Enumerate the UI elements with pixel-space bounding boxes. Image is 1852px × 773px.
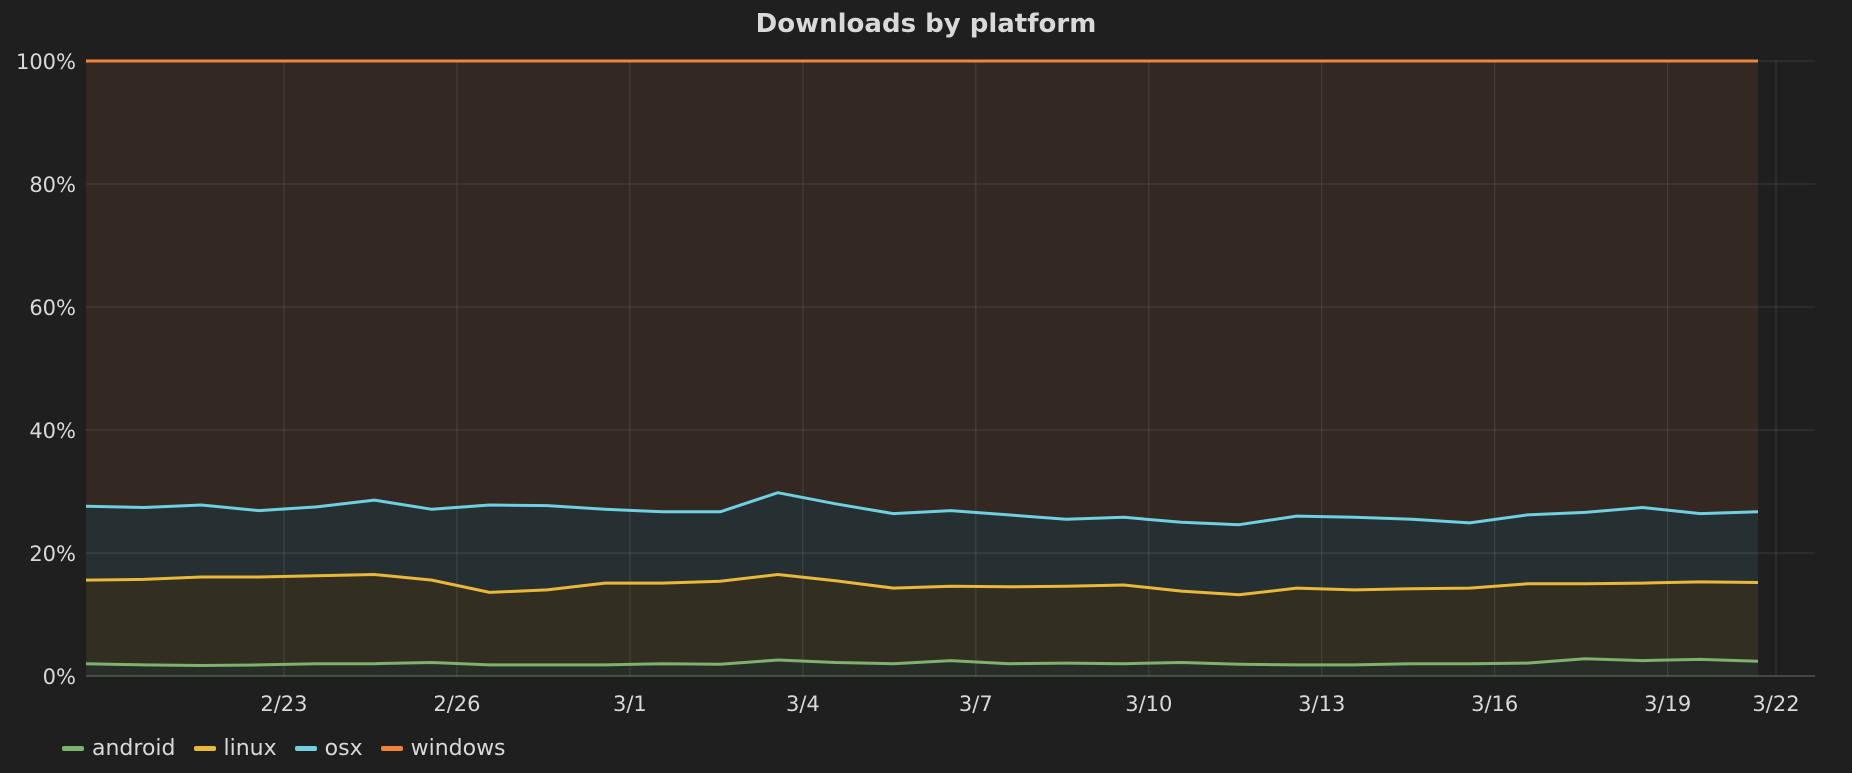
x-tick-label: 2/23 — [260, 692, 307, 716]
x-tick-label: 3/4 — [786, 692, 820, 716]
x-tick-label: 3/19 — [1644, 692, 1691, 716]
y-tick-label: 60% — [29, 296, 76, 320]
legend-item-android[interactable]: android — [62, 736, 176, 761]
legend-label: android — [92, 735, 176, 761]
area-windows — [86, 61, 1758, 525]
legend-label: windows — [410, 735, 506, 761]
legend-label: linux — [223, 735, 277, 761]
y-tick-label: 0% — [43, 665, 76, 689]
series-line-linux — [85, 573, 1759, 597]
y-tick-label: 20% — [29, 542, 76, 566]
y-tick-label: 80% — [29, 173, 76, 197]
x-tick-label: 3/1 — [613, 692, 647, 716]
legend-swatch — [193, 745, 216, 751]
x-tick-label: 2/26 — [433, 692, 480, 716]
x-tick-label: 3/13 — [1298, 692, 1345, 716]
x-tick-label: 3/22 — [1752, 692, 1799, 716]
legend-swatch — [294, 745, 317, 751]
chart-legend: android linux osx windows — [62, 733, 524, 763]
legend-item-osx[interactable]: osx — [294, 735, 363, 761]
x-tick-label: 3/7 — [959, 692, 993, 716]
series-line-android — [85, 657, 1759, 667]
series-line-osx — [85, 491, 1759, 527]
legend-item-windows[interactable]: windows — [380, 735, 506, 761]
legend-item-linux[interactable]: linux — [193, 735, 277, 761]
area-linux — [86, 574, 1758, 666]
legend-swatch — [62, 745, 84, 751]
y-tick-label: 40% — [29, 419, 76, 443]
chart-title: Downloads by platform — [755, 9, 1097, 39]
area-android — [86, 658, 1758, 676]
x-tick-label: 3/10 — [1125, 692, 1172, 716]
legend-swatch — [380, 745, 403, 751]
legend-label: osx — [324, 735, 363, 761]
y-tick-label: 100% — [16, 50, 76, 74]
x-tick-label: 3/16 — [1471, 692, 1518, 716]
